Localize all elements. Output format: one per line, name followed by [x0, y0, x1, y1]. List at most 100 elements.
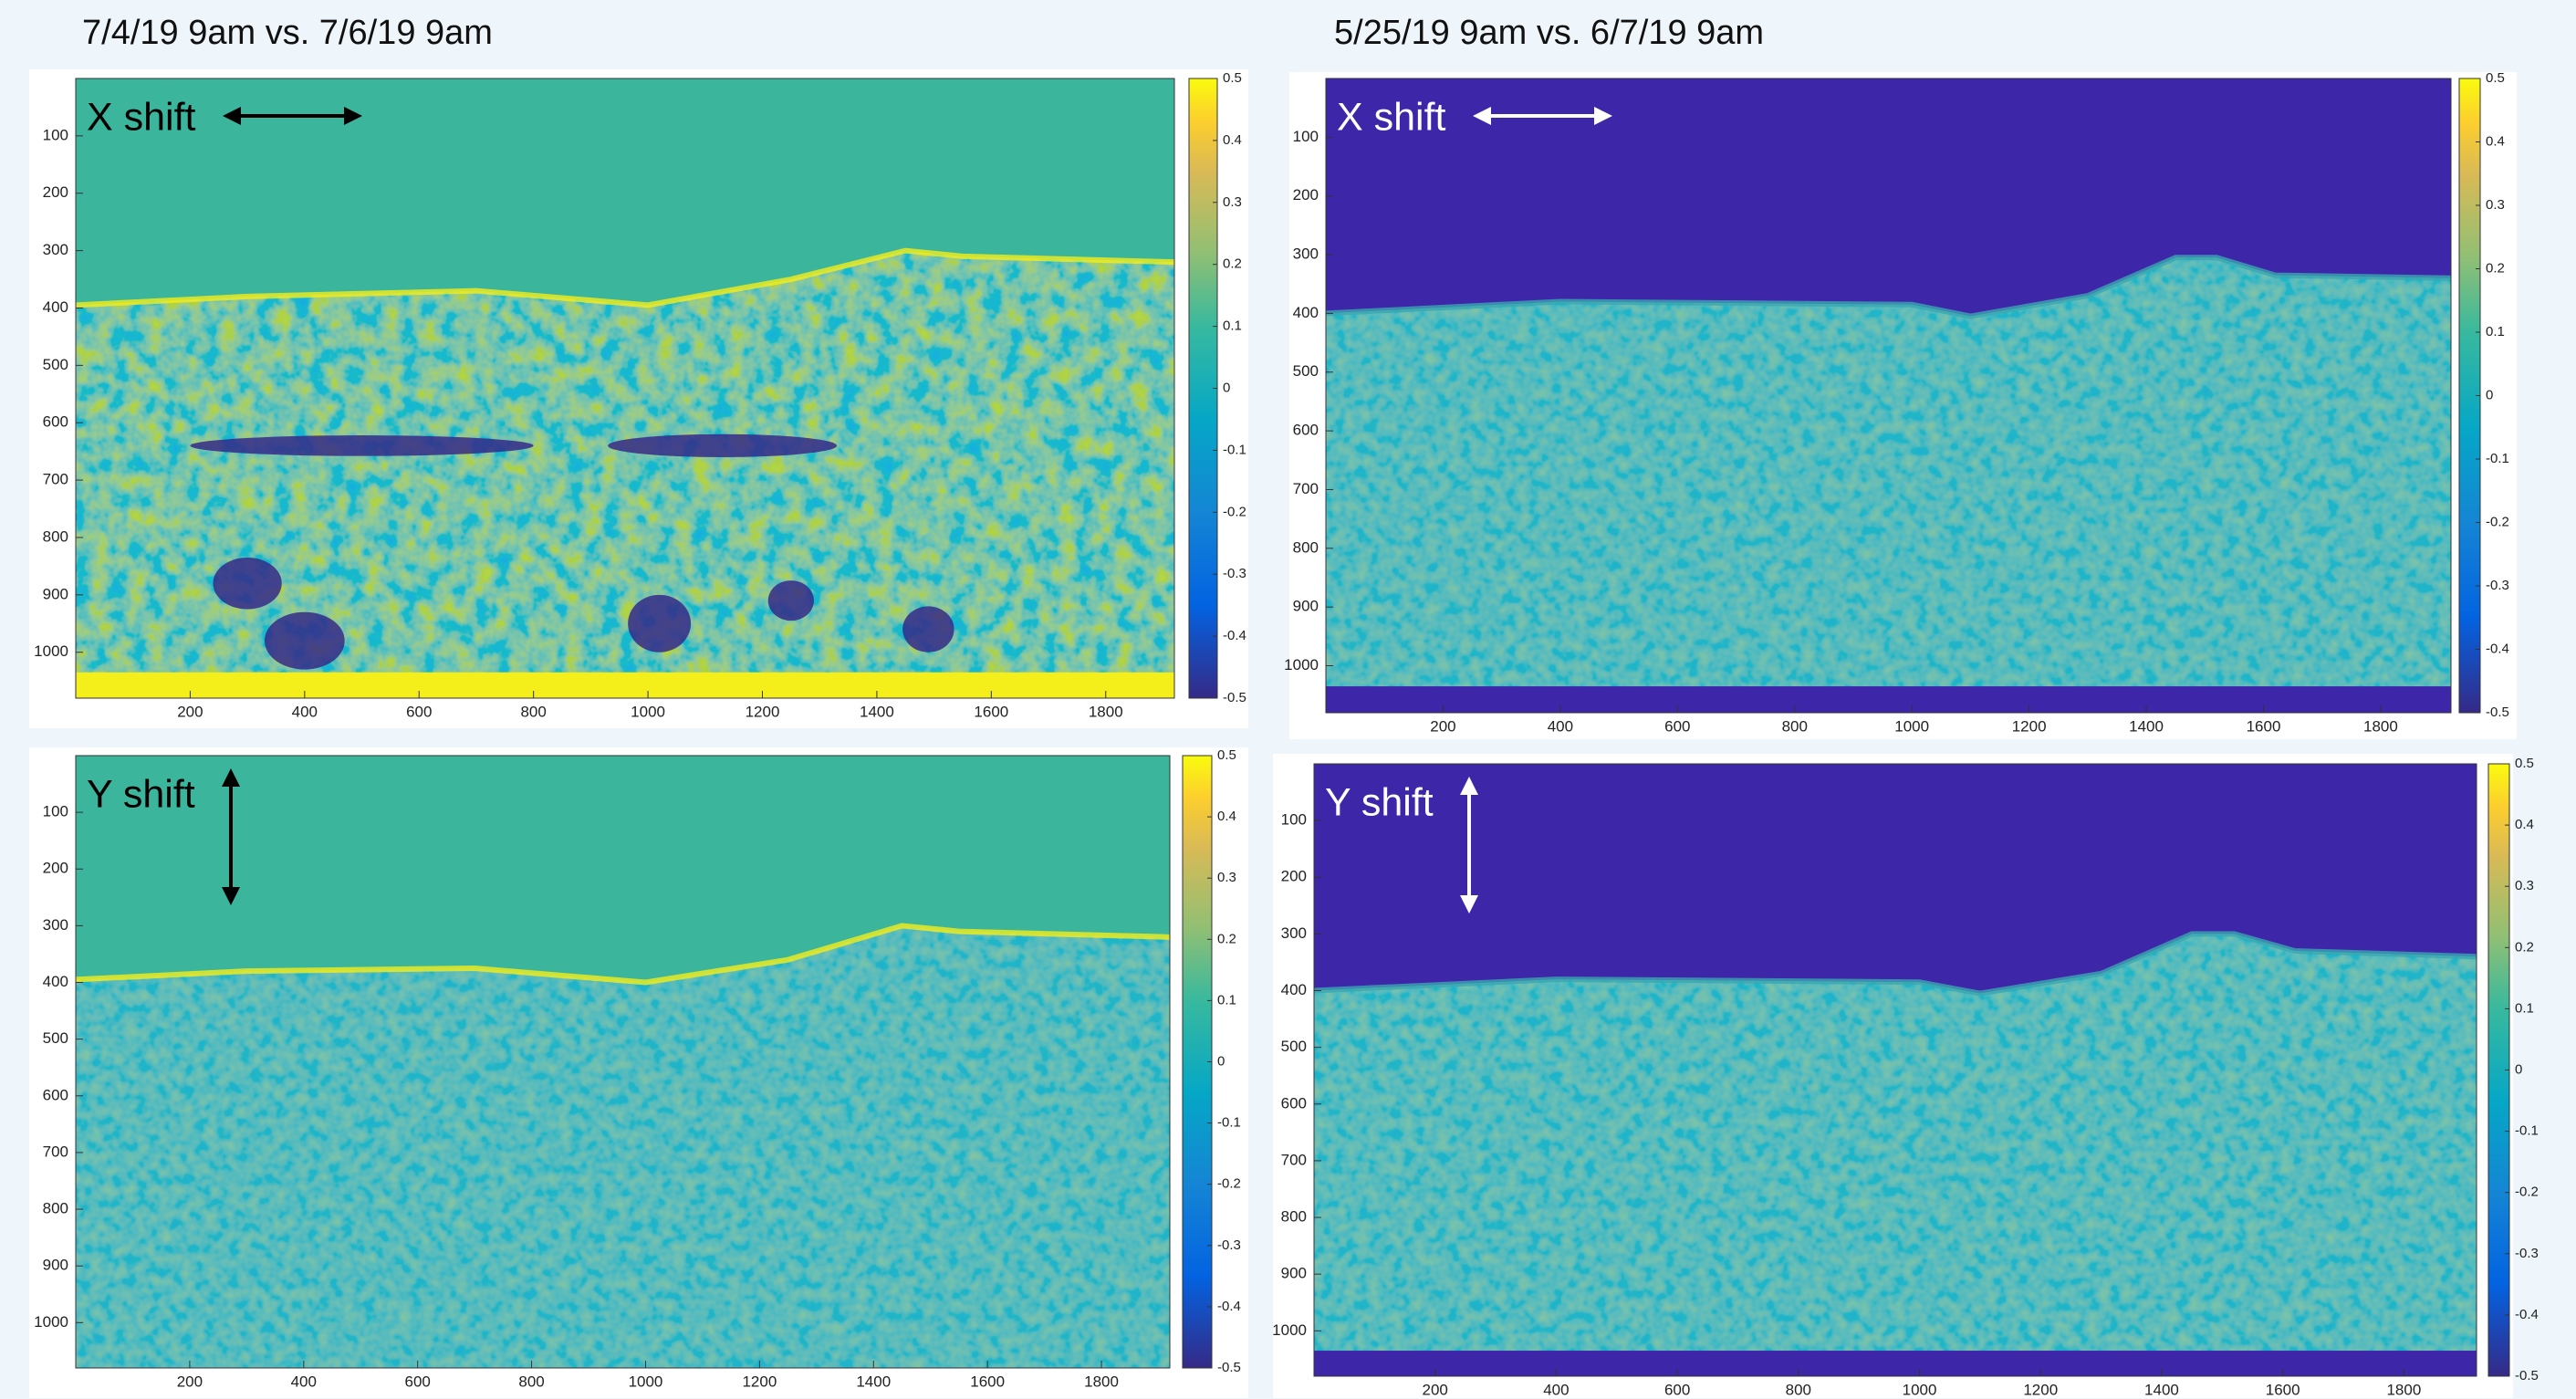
heatmap — [75, 78, 1175, 698]
horizon — [1325, 255, 2452, 319]
horizon — [75, 923, 1171, 986]
x-tick-label: 800 — [520, 703, 546, 720]
x-tick-label: 400 — [1548, 717, 1573, 735]
x-tick-label: 1800 — [1084, 1373, 1119, 1390]
y-tick-label: 500 — [1281, 1038, 1307, 1055]
x-tick-label: 400 — [291, 1373, 317, 1390]
heading: 5/25/19 9am vs. 6/7/19 9am — [1334, 14, 1764, 52]
colorbar-tick-label: -0.4 — [1223, 628, 1246, 643]
x-tick-label: 600 — [406, 703, 432, 720]
colorbar-tick-label: 0.2 — [1223, 256, 1242, 272]
heatmap — [1325, 78, 2452, 713]
colorbar-tick-label: -0.2 — [1217, 1176, 1241, 1192]
y-tick-label: 400 — [43, 973, 68, 990]
colorbar-tick-label: 0.2 — [2486, 260, 2505, 276]
x-tick-label: 1400 — [860, 703, 894, 720]
x-tick-label: 600 — [405, 1373, 431, 1390]
y-tick-label: 800 — [43, 1200, 68, 1217]
colorbar-tick-label: 0.2 — [1217, 931, 1236, 946]
ground — [76, 925, 1170, 1368]
blob — [264, 611, 345, 670]
y-tick-label: 300 — [1293, 245, 1319, 263]
y-tick-label: 800 — [1281, 1208, 1307, 1226]
bottom-strip — [76, 672, 1174, 698]
colorbar-tick-label: -0.1 — [2515, 1123, 2539, 1139]
horizon — [75, 247, 1175, 308]
ground-texture — [76, 925, 1170, 1368]
x-tick-label: 1800 — [2363, 717, 2398, 735]
y-tick-label: 300 — [1281, 924, 1307, 942]
x-tick-label: 1000 — [629, 1373, 663, 1390]
colorbar-tick-label: 0.5 — [2515, 756, 2534, 771]
colorbar-tick-label: -0.5 — [2515, 1368, 2539, 1383]
x-tick-label: 1800 — [1089, 703, 1123, 720]
blob — [608, 433, 838, 457]
y-tick-label: 100 — [43, 803, 68, 820]
x-tick-label: 1400 — [856, 1373, 891, 1390]
y-tick-label: 500 — [43, 356, 68, 373]
y-tick-label: 900 — [43, 585, 68, 602]
x-tick-label: 200 — [177, 1373, 203, 1390]
panel-label: Y shift — [1325, 780, 1434, 824]
colorbar-tick-label: -0.3 — [2515, 1246, 2539, 1261]
colorbar-tick-label: -0.3 — [1223, 566, 1246, 581]
x-tick-label: 1200 — [2023, 1381, 2058, 1398]
colorbar-tick-label: -0.5 — [1217, 1360, 1241, 1375]
colorbar-tick-label: -0.4 — [1217, 1299, 1241, 1314]
ground — [76, 250, 1174, 698]
x-tick-label: 1600 — [970, 1373, 1005, 1390]
colorbar-tick-label: 0.4 — [1217, 809, 1236, 824]
colorbar-tick-label: -0.1 — [1223, 442, 1246, 457]
panel-label: X shift — [87, 95, 196, 139]
colorbar-tick-label: 0.4 — [2486, 133, 2505, 149]
colorbar-tick-label: 0.4 — [1223, 132, 1242, 148]
y-tick-label: 600 — [43, 413, 68, 431]
x-tick-label: 1000 — [1903, 1381, 1937, 1398]
ground-texture — [1326, 257, 2451, 713]
x-tick-label: 1200 — [742, 1373, 777, 1390]
colorbar-tick-label: -0.2 — [2515, 1185, 2539, 1200]
colorbar-tick-label: -0.5 — [2486, 705, 2509, 720]
colorbar-tick-label: 0.5 — [2486, 70, 2505, 86]
y-tick-label: 400 — [1281, 981, 1307, 998]
colorbar-tick-label: 0.3 — [2515, 878, 2534, 893]
x-tick-label: 1800 — [2386, 1381, 2421, 1398]
y-tick-label: 900 — [1281, 1265, 1307, 1282]
y-tick-label: 400 — [43, 298, 68, 316]
colorbar-tick-label: -0.1 — [1217, 1115, 1241, 1131]
colorbar-tick-label: 0.4 — [2515, 817, 2534, 832]
plot-frame — [75, 755, 1171, 1369]
colorbar-tick-label: 0 — [1223, 380, 1230, 395]
colorbar-tick-label: -0.2 — [1223, 504, 1246, 519]
colorbar-tick-label: -0.1 — [2486, 451, 2509, 466]
y-tick-label: 700 — [43, 1143, 68, 1160]
x-tick-label: 1200 — [746, 703, 780, 720]
y-tick-label: 300 — [43, 241, 68, 258]
colorbar-tick-label: 0.1 — [1217, 992, 1236, 1007]
colorbar-tick-label: -0.4 — [2486, 641, 2509, 656]
y-tick-label: 800 — [1293, 538, 1319, 556]
colorbar — [1182, 755, 1213, 1369]
x-tick-label: 1600 — [2266, 1381, 2300, 1398]
colorbar-tick-label: 0.5 — [1223, 70, 1242, 86]
colorbar-tick-label: 0.1 — [1223, 318, 1242, 334]
heatmap — [75, 756, 1171, 1368]
panel-label: X shift — [1337, 95, 1446, 139]
x-tick-label: 800 — [1786, 1381, 1811, 1398]
y-tick-label: 600 — [1281, 1094, 1307, 1112]
x-tick-label: 400 — [292, 703, 318, 720]
x-tick-label: 1400 — [2144, 1381, 2179, 1398]
y-tick-label: 400 — [1293, 304, 1319, 321]
plot-frame — [1313, 763, 2477, 1377]
x-tick-label: 200 — [1423, 1381, 1448, 1398]
horizon — [1313, 931, 2477, 997]
y-tick-label: 500 — [1293, 362, 1319, 380]
bottom-strip — [1314, 1351, 2477, 1376]
y-tick-label: 1000 — [34, 642, 68, 660]
x-tick-label: 1000 — [1894, 717, 1929, 735]
x-tick-label: 600 — [1664, 717, 1690, 735]
x-tick-label: 800 — [1782, 717, 1808, 735]
x-tick-label: 1400 — [2129, 717, 2164, 735]
colorbar-tick-label: 0 — [2486, 387, 2493, 402]
y-tick-label: 800 — [43, 527, 68, 545]
